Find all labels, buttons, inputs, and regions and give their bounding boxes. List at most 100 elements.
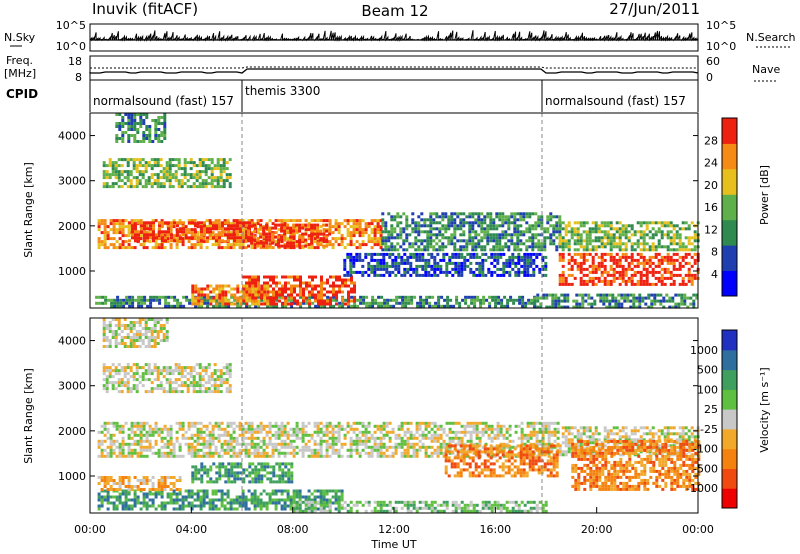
heatmap-cell bbox=[290, 275, 293, 279]
heatmap-cell bbox=[665, 293, 669, 297]
heatmap-cell bbox=[283, 424, 287, 428]
heatmap-cell bbox=[322, 424, 326, 428]
heatmap-cell bbox=[669, 282, 673, 286]
heatmap-cell bbox=[242, 290, 246, 294]
heatmap-cell bbox=[151, 246, 155, 250]
heatmap-cell bbox=[379, 252, 383, 256]
heatmap-cell bbox=[541, 436, 545, 440]
heatmap-cell bbox=[230, 233, 233, 237]
heatmap-cell bbox=[257, 293, 261, 297]
heatmap-cell bbox=[630, 261, 634, 265]
heatmap-cell bbox=[388, 252, 392, 256]
heatmap-cell bbox=[558, 242, 562, 246]
heatmap-cell bbox=[203, 293, 207, 297]
heatmap-cell bbox=[319, 243, 323, 247]
heatmap-cell bbox=[100, 243, 104, 247]
heatmap-cell bbox=[328, 445, 332, 449]
heatmap-cell bbox=[352, 231, 356, 235]
heatmap-cell bbox=[313, 240, 317, 244]
heatmap-cell bbox=[547, 436, 551, 440]
heatmap-cell bbox=[141, 176, 145, 180]
heatmap-cell bbox=[247, 427, 251, 431]
heatmap-cell bbox=[320, 302, 323, 306]
heatmap-cell bbox=[639, 276, 643, 280]
heatmap-cell bbox=[400, 424, 404, 428]
heatmap-cell bbox=[504, 233, 508, 237]
heatmap-cell bbox=[177, 164, 181, 168]
heatmap-cell bbox=[115, 439, 119, 443]
heatmap-cell bbox=[313, 246, 317, 250]
heatmap-cell bbox=[137, 304, 141, 308]
heatmap-cell bbox=[450, 239, 454, 243]
heatmap-cell bbox=[624, 279, 628, 283]
heatmap-cell bbox=[204, 185, 208, 189]
heatmap-cell bbox=[660, 233, 664, 237]
heatmap-cell bbox=[350, 278, 353, 282]
heatmap-cell bbox=[103, 231, 107, 235]
heatmap-cell bbox=[236, 299, 240, 303]
cpid-segment-1: normalsound (fast) 157 bbox=[93, 94, 234, 108]
heatmap-cell bbox=[296, 299, 299, 303]
heatmap-cell bbox=[256, 442, 260, 446]
station-title: Inuvik (fitACF) bbox=[92, 0, 198, 18]
heatmap-cell bbox=[603, 252, 607, 256]
heatmap-cell bbox=[191, 287, 195, 291]
heatmap-cell bbox=[441, 245, 445, 249]
heatmap-cell bbox=[455, 301, 459, 305]
heatmap-cell bbox=[535, 442, 539, 446]
heatmap-cell bbox=[412, 442, 416, 446]
heatmap-cell bbox=[307, 421, 311, 425]
heatmap-cell bbox=[292, 451, 296, 455]
heatmap-cell bbox=[211, 424, 215, 428]
heatmap-cell bbox=[152, 230, 155, 234]
heatmap-cell bbox=[555, 248, 559, 252]
heatmap-cell bbox=[514, 255, 518, 259]
heatmap-cell bbox=[376, 237, 380, 241]
heatmap-cell bbox=[657, 242, 661, 246]
heatmap-cell bbox=[211, 439, 215, 443]
heatmap-cell bbox=[361, 421, 365, 425]
heatmap-cell bbox=[280, 238, 284, 242]
heatmap-cell bbox=[543, 245, 547, 249]
heatmap-cell bbox=[262, 235, 266, 239]
heatmap-cell bbox=[277, 219, 281, 223]
heatmap-cell bbox=[183, 164, 187, 168]
heatmap-cell bbox=[355, 228, 359, 232]
heatmap-cell bbox=[617, 305, 621, 309]
heatmap-cell bbox=[263, 290, 266, 294]
heatmap-cell bbox=[344, 278, 347, 282]
heatmap-cell bbox=[418, 273, 422, 277]
heatmap-cell bbox=[209, 233, 212, 237]
heatmap-cell bbox=[532, 424, 536, 428]
heatmap-cell bbox=[508, 273, 512, 277]
heatmap-cell bbox=[477, 242, 481, 246]
heatmap-cell bbox=[329, 296, 332, 300]
heatmap-cell bbox=[466, 430, 470, 434]
heatmap-cell bbox=[350, 290, 353, 294]
heatmap-cell bbox=[190, 234, 194, 238]
heatmap-cell bbox=[376, 231, 380, 235]
heatmap-cell bbox=[651, 227, 655, 231]
heatmap-cell bbox=[692, 293, 696, 297]
heatmap-cell bbox=[196, 243, 200, 247]
heatmap-cell bbox=[608, 299, 612, 303]
heatmap-cell bbox=[169, 439, 173, 443]
heatmap-cell bbox=[463, 255, 467, 259]
heatmap-cell bbox=[208, 433, 212, 437]
heatmap-cell bbox=[224, 284, 228, 288]
heatmap-cell bbox=[462, 230, 466, 234]
heatmap-cell bbox=[427, 264, 431, 268]
heatmap-cell bbox=[106, 445, 110, 449]
heatmap-cell bbox=[180, 182, 184, 186]
heatmap-cell bbox=[157, 122, 161, 125]
heatmap-cell bbox=[199, 427, 203, 431]
heatmap-cell bbox=[603, 236, 607, 240]
heatmap-cell bbox=[202, 451, 206, 455]
heatmap-cell bbox=[671, 299, 675, 303]
heatmap-cell bbox=[473, 295, 477, 299]
heatmap-cell bbox=[379, 442, 383, 446]
heatmap-cell bbox=[388, 439, 392, 443]
heatmap-cell bbox=[537, 245, 541, 249]
heatmap-cell bbox=[436, 448, 440, 452]
